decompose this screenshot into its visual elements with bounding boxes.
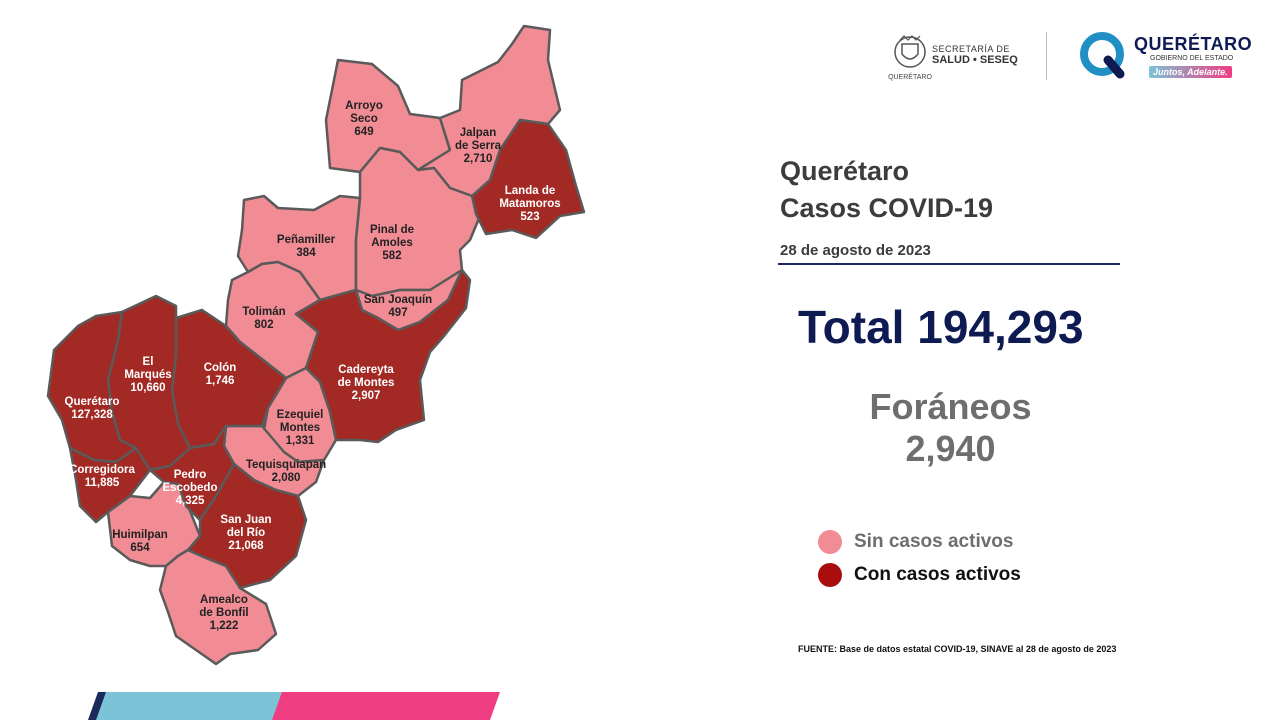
label-corregidora: Corregidora 11,885: [69, 464, 135, 489]
dept-line2: SALUD • SESEQ: [932, 54, 1018, 66]
title-line2: Casos COVID-19: [780, 193, 994, 223]
title-rule: [778, 263, 1120, 265]
label-arroyo-seco: Arroyo Seco 649: [345, 100, 383, 138]
label-cadereyta-de-montes: Cadereyta de Montes 2,907: [337, 364, 395, 402]
label-queretaro: Querétaro 127,328: [64, 396, 120, 421]
legend-dot-inactive: [818, 530, 842, 554]
map-region-corregidora[interactable]: [68, 446, 152, 524]
header-logos: QUERÉTARO SECRETARÍA DE SALUD • SESEQ QU…: [888, 30, 1258, 86]
label-jalpan-de-serra: Jalpan de Serra 2,710: [454, 127, 502, 165]
brand-subtitle: GOBIERNO DEL ESTADO: [1150, 55, 1234, 62]
header-divider: [1046, 32, 1047, 80]
queretaro-q-logo-icon: [1080, 32, 1125, 79]
foraneos-block: Foráneos 2,940: [868, 386, 1033, 470]
label-colon: Colón 1,746: [203, 362, 237, 387]
label-tequisquiapan: Tequisquiapan 2,080: [245, 459, 327, 484]
label-penamiller: Peñamiller 384: [276, 234, 336, 259]
legend-dot-active: [818, 563, 842, 587]
dept-line1: SECRETARÍA DE: [932, 44, 1010, 54]
report-date: 28 de agosto de 2023: [780, 242, 931, 259]
legend-label-active: Con casos activos: [854, 564, 1021, 585]
seal-caption: QUERÉTARO: [888, 74, 932, 81]
page-title: Querétaro Casos COVID-19: [780, 153, 993, 227]
brand-title: QUERÉTARO: [1134, 34, 1253, 54]
foraneos-value: 2,940: [905, 428, 996, 469]
label-huimilpan: Huimilpan 654: [112, 529, 168, 554]
foraneos-label: Foráneos: [869, 386, 1032, 427]
label-san-joaquin: San Joaquín 497: [363, 294, 433, 319]
map-region-queretaro[interactable]: [46, 310, 138, 464]
state-seal-icon: [894, 35, 926, 68]
legend-inactive: Sin casos activos: [818, 530, 1013, 554]
label-amealco-de-bonfil: Amealco de Bonfil 1,222: [199, 594, 249, 632]
label-landa-de-matamoros: Landa de Matamoros 523: [499, 185, 561, 223]
map-region-landa-de-matamoros[interactable]: [470, 118, 586, 240]
label-el-marques: El Marqués 10,660: [124, 356, 172, 394]
title-line1: Querétaro: [780, 156, 910, 186]
source-note: FUENTE: Base de datos estatal COVID-19, …: [798, 644, 1117, 654]
decorative-bottom-bar: [88, 692, 500, 720]
map-region-cadereyta-de-montes[interactable]: [294, 268, 472, 444]
map-region-san-juan-del-rio[interactable]: [186, 462, 308, 590]
label-pinal-de-amoles: Pinal de Amoles 582: [369, 224, 415, 262]
label-san-juan-del-rio: San Juan del Río 21,068: [220, 514, 272, 552]
map-region-pinal-de-amoles[interactable]: [354, 146, 482, 298]
legend-label-inactive: Sin casos activos: [854, 531, 1014, 552]
brand-slogan: Juntos, Adelante.: [1149, 66, 1232, 78]
label-toliman: Tolimán 802: [242, 306, 286, 331]
legend-active: Con casos activos: [818, 563, 1021, 587]
label-ezequiel-montes: Ezequiel Montes 1,331: [276, 409, 324, 447]
label-pedro-escobedo: Pedro Escobedo 4,325: [162, 469, 218, 507]
queretaro-state-map: [46, 24, 586, 666]
total-cases: Total 194,293: [798, 301, 1084, 353]
